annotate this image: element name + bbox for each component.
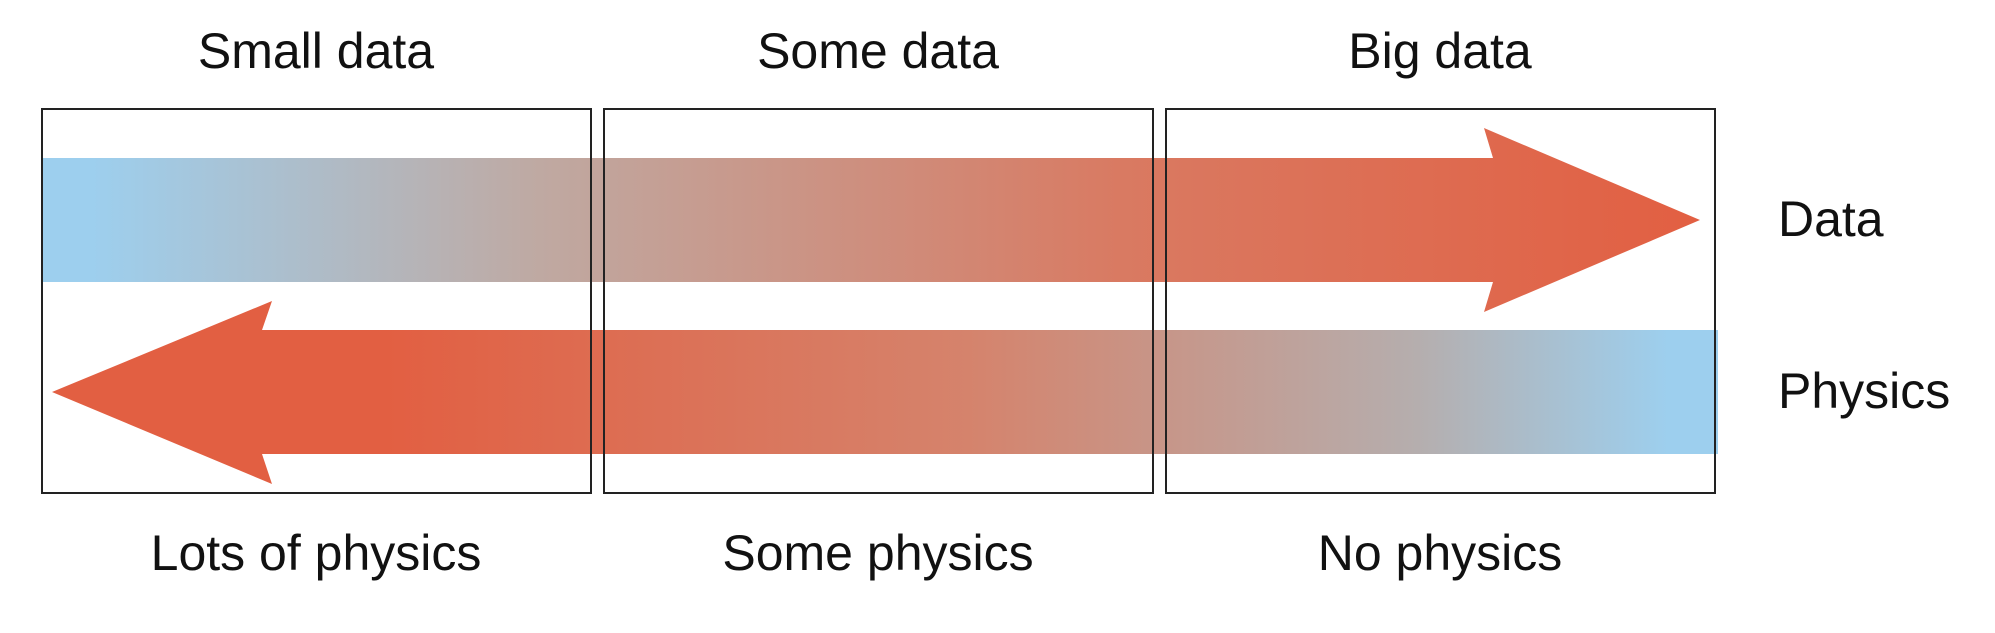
column-frame-small-data xyxy=(41,108,592,494)
column-bottom-label-lots-of-physics: Lots of physics xyxy=(151,525,482,581)
column-top-label-small-data: Small data xyxy=(198,23,434,79)
physics-arrow-label: Physics xyxy=(1778,363,1950,419)
data-arrow-label: Data xyxy=(1778,191,1884,247)
column-bottom-label-no-physics: No physics xyxy=(1318,525,1563,581)
data-arrow xyxy=(42,128,1700,312)
column-frame-big-data xyxy=(1165,108,1716,494)
physics-arrow xyxy=(52,301,1718,484)
column-frame-some-data xyxy=(603,108,1154,494)
column-bottom-label-some-physics: Some physics xyxy=(722,525,1033,581)
column-top-label-some-data: Some data xyxy=(757,23,999,79)
column-top-label-big-data: Big data xyxy=(1348,23,1532,79)
